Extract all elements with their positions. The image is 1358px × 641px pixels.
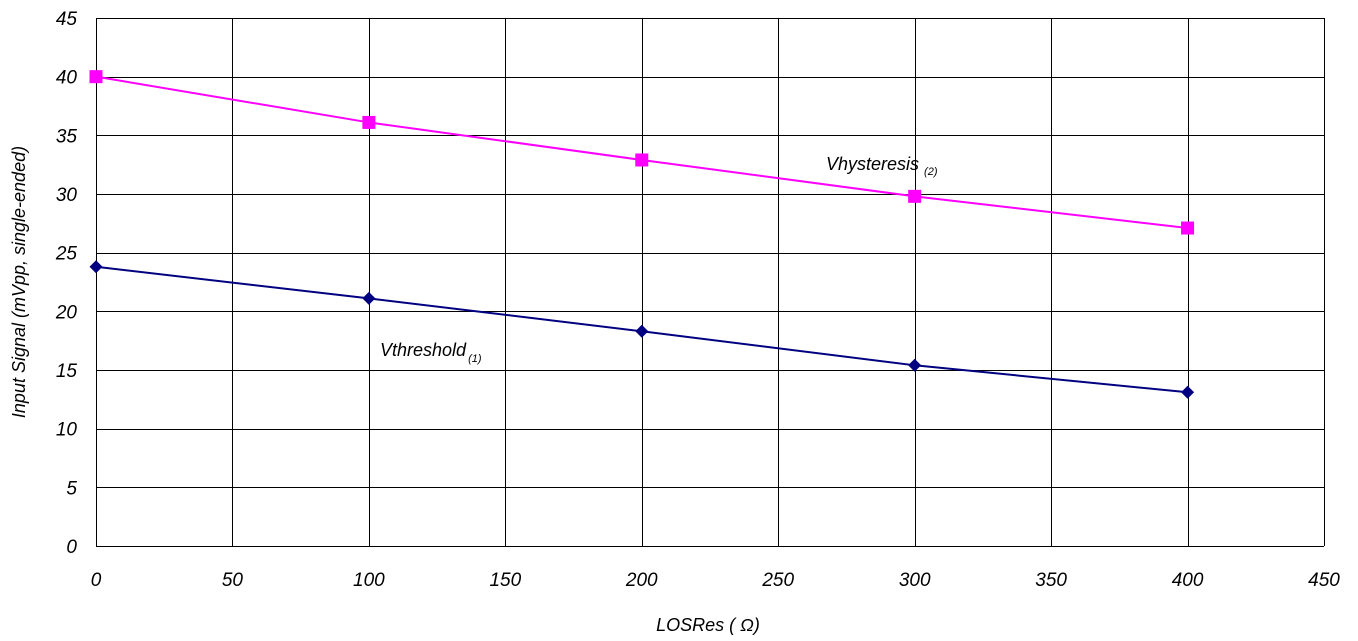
series-vthreshold	[89, 260, 1195, 399]
series-label-vhysteresis-sub: (2)	[924, 166, 938, 178]
series-label-vthreshold-main: Vthreshold	[380, 340, 467, 360]
point-vhysteresis-2	[635, 153, 649, 167]
x-axis-title: LOSRes ( Ω)	[656, 615, 760, 635]
x-tick-label-3: 150	[489, 570, 521, 591]
x-tick-label-1: 50	[222, 570, 244, 591]
x-tick-label-8: 400	[1172, 570, 1204, 591]
point-vthreshold-2	[635, 324, 649, 338]
point-vhysteresis-4	[1181, 221, 1195, 235]
point-vthreshold-1	[362, 291, 376, 305]
point-vhysteresis-1	[362, 115, 376, 129]
series-group	[89, 70, 1195, 399]
x-tick-label-5: 250	[761, 570, 794, 591]
x-axis-tick-labels: 0 50 100 150 200 250 300 350 400 450	[91, 570, 1341, 591]
point-vhysteresis-0	[89, 70, 103, 84]
series-vhysteresis	[89, 70, 1195, 235]
series-label-vthreshold: Vthreshold (1)	[380, 340, 482, 365]
y-tick-label-0: 0	[66, 537, 77, 558]
x-tick-label-4: 200	[625, 570, 658, 591]
x-tick-label-2: 100	[353, 570, 385, 591]
grid-lines	[96, 18, 1325, 547]
x-tick-label-7: 350	[1035, 570, 1067, 591]
y-tick-label-9: 45	[56, 9, 78, 30]
y-tick-label-4: 20	[55, 302, 78, 323]
series-labels: Vhysteresis (2) Vthreshold (1)	[380, 154, 938, 365]
y-tick-label-2: 10	[56, 420, 78, 441]
point-vthreshold-0	[89, 260, 103, 274]
y-tick-label-7: 35	[56, 126, 78, 147]
x-tick-label-0: 0	[91, 570, 102, 591]
series-label-vhysteresis: Vhysteresis (2)	[826, 154, 938, 178]
y-tick-label-6: 30	[56, 185, 78, 206]
y-tick-label-1: 5	[66, 478, 77, 499]
y-tick-label-3: 15	[56, 361, 78, 382]
y-tick-label-5: 25	[55, 244, 78, 265]
y-axis-tick-labels: 0 5 10 15 20 25 30 35 40 45	[55, 9, 78, 558]
x-tick-label-9: 450	[1308, 570, 1340, 591]
point-vhysteresis-3	[908, 189, 922, 203]
series-label-vhysteresis-main: Vhysteresis	[826, 154, 919, 174]
point-vthreshold-4	[1181, 385, 1195, 399]
series-line-vhysteresis	[95, 75, 1188, 230]
series-label-vthreshold-sub: (1)	[468, 353, 482, 365]
y-tick-label-8: 40	[56, 68, 78, 89]
y-axis-title: Input Signal (mVpp, single-ended)	[9, 146, 29, 418]
point-vthreshold-3	[908, 358, 922, 372]
x-tick-label-6: 300	[899, 570, 931, 591]
